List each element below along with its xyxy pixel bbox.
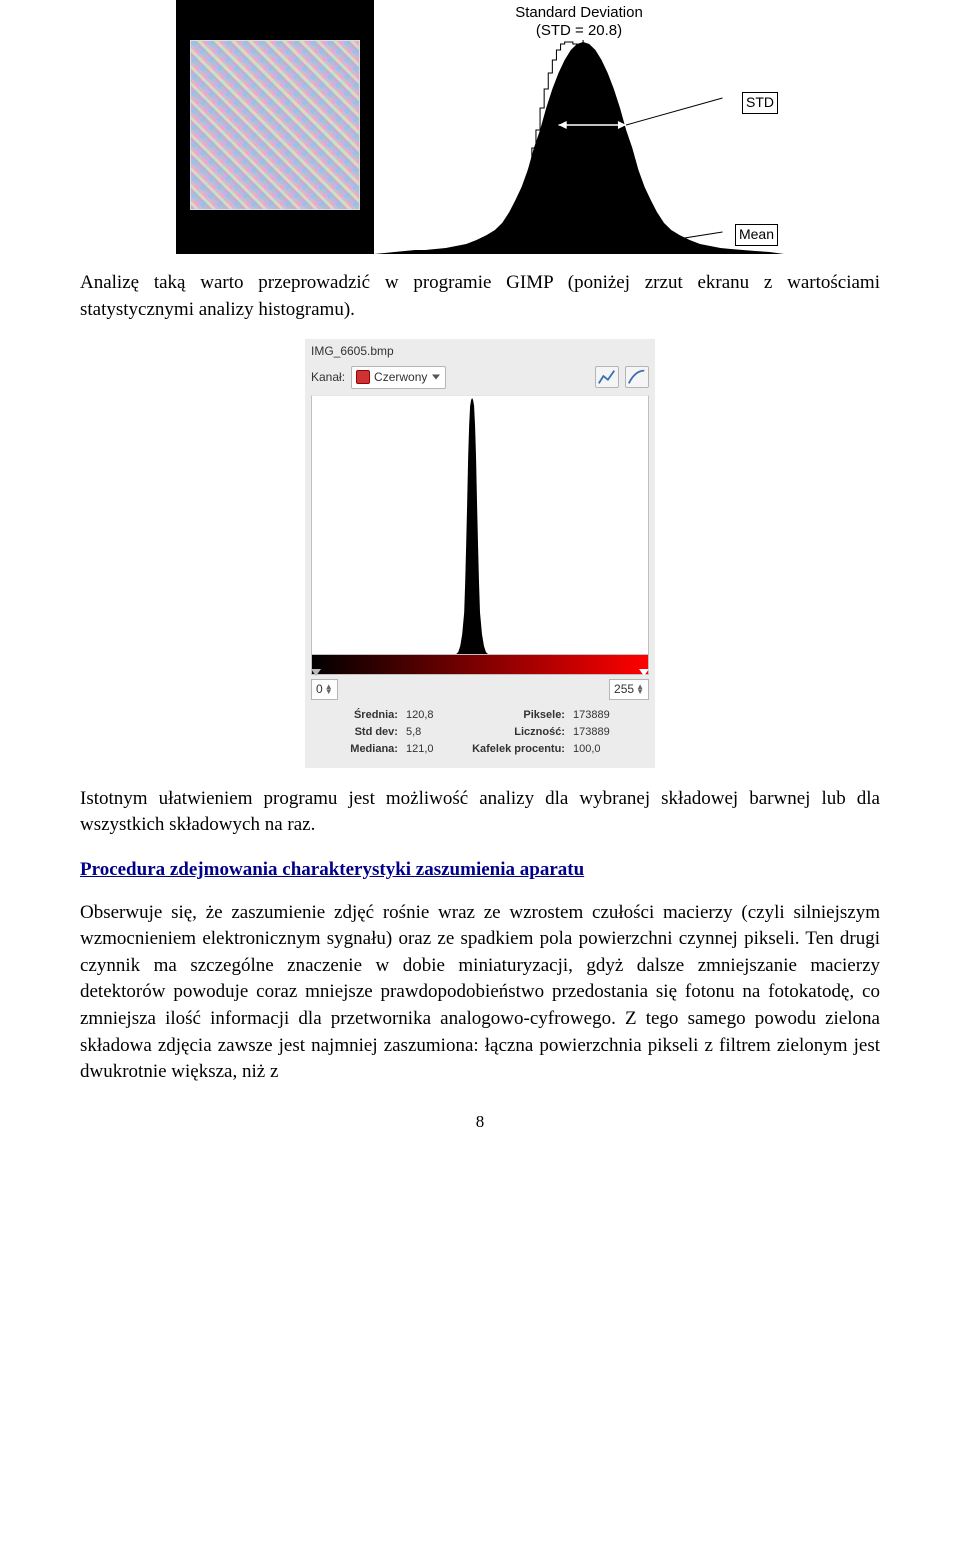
stat-value: 5,8 — [406, 725, 449, 740]
std-title-line2: (STD = 20.8) — [536, 20, 622, 41]
range-max-value: 255 — [614, 681, 634, 698]
mean-label: Mean — [735, 224, 778, 246]
spinner-arrows-icon: ▲▼ — [636, 684, 644, 694]
range-max-spinner[interactable]: 255 ▲▼ — [609, 679, 649, 700]
range-handle-right[interactable] — [639, 669, 649, 676]
gimp-histogram-panel: IMG_6605.bmp Kanał: Czerwony 0 ▲▼ 255 ▲▼ — [305, 339, 655, 768]
paragraph-2: Istotnym ułatwieniem programu jest możli… — [80, 786, 880, 839]
page-number: 8 — [80, 1110, 880, 1134]
std-label: STD — [742, 92, 778, 114]
gimp-image-name: IMG_6605.bmp — [305, 339, 655, 364]
stat-value: 120,8 — [406, 708, 449, 723]
range-handle-left[interactable] — [311, 669, 321, 676]
stat-value: 173889 — [573, 708, 625, 723]
histogram-log-button[interactable] — [625, 366, 649, 388]
range-min-spinner[interactable]: 0 ▲▼ — [311, 679, 338, 700]
spinner-arrows-icon: ▲▼ — [325, 684, 333, 694]
stat-value: 100,0 — [573, 742, 625, 757]
stat-key: Mediana: — [335, 742, 398, 757]
gimp-histogram-canvas — [311, 395, 649, 655]
stat-value: 121,0 — [406, 742, 449, 757]
range-min-value: 0 — [316, 681, 323, 698]
stat-key: Liczność: — [457, 725, 565, 740]
channel-dropdown[interactable]: Czerwony — [351, 366, 446, 389]
paragraph-1: Analizę taką warto przeprowadzić w progr… — [80, 270, 880, 323]
std-histogram-panel: Standard Deviation (STD = 20.8) STD Mean — [374, 0, 784, 254]
channel-value: Czerwony — [374, 369, 427, 386]
gimp-gradient-bar[interactable] — [311, 655, 649, 675]
stat-key: Std dev: — [335, 725, 398, 740]
paragraph-3: Obserwuje się, że zaszumienie zdjęć rośn… — [80, 900, 880, 1086]
gimp-channel-row: Kanał: Czerwony — [305, 364, 655, 395]
stat-value: 173889 — [573, 725, 625, 740]
section-heading: Procedura zdejmowania charakterystyki za… — [80, 857, 880, 884]
stat-key: Piksele: — [457, 708, 565, 723]
std-histogram-svg — [374, 40, 784, 254]
red-swatch-icon — [356, 370, 370, 384]
histogram-linear-button[interactable] — [595, 366, 619, 388]
stat-key: Kafelek procentu: — [457, 742, 565, 757]
gimp-range-row: 0 ▲▼ 255 ▲▼ — [311, 679, 649, 700]
std-deviation-figure: Standard Deviation (STD = 20.8) STD Mean — [176, 0, 784, 254]
channel-label: Kanał: — [311, 369, 345, 386]
noise-thumbnail — [190, 40, 360, 210]
stat-key: Średnia: — [335, 708, 398, 723]
gimp-stats-grid: Średnia: 120,8 Piksele: 173889 Std dev: … — [305, 702, 655, 768]
